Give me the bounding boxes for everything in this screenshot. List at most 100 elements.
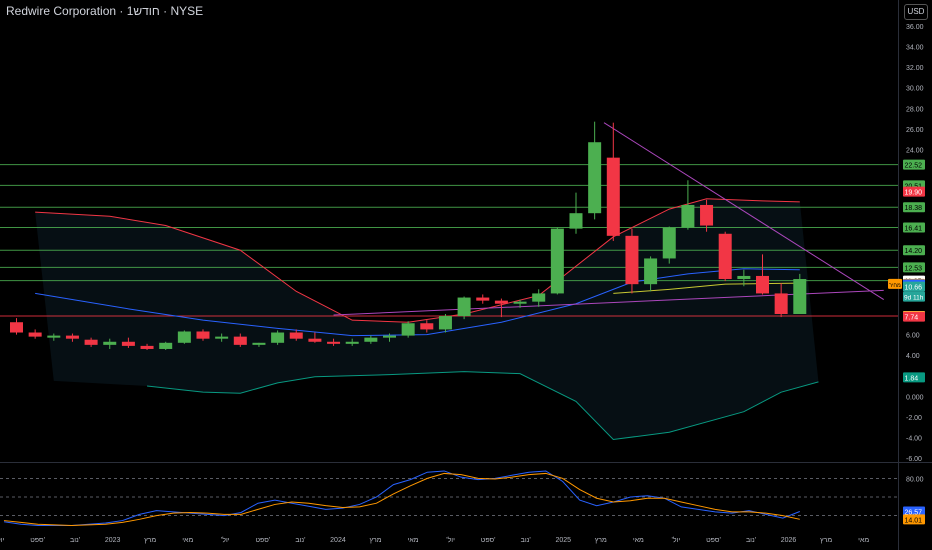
candle-body: [10, 322, 23, 333]
candle-body: [383, 335, 396, 338]
candle-body: [345, 341, 359, 344]
price-label-box: [903, 372, 925, 383]
currency-button[interactable]: USD: [904, 4, 928, 20]
x-tick-label: 2023: [105, 537, 121, 544]
osc-value-box: [903, 506, 925, 517]
x-tick-label: ספט': [255, 537, 270, 544]
x-tick-label: מרץ: [820, 537, 832, 544]
x-tick-label: נוב': [295, 537, 305, 544]
candle-body: [364, 337, 378, 342]
orange-tag: מחיר: [889, 283, 901, 289]
candle-body: [774, 293, 788, 314]
osc-level-label: 80.00: [906, 476, 924, 483]
x-tick-label: נוב': [746, 537, 756, 544]
oscillator-line: [3, 470, 800, 527]
trendline: [603, 122, 884, 301]
y-tick-label: 24.00: [906, 147, 924, 154]
candle-body: [47, 335, 61, 338]
price-label-box: [903, 245, 925, 256]
candle-body: [681, 204, 695, 228]
candle-body: [644, 258, 658, 285]
y-tick-label: -6.00: [906, 456, 922, 463]
price-label: 7.74: [905, 315, 919, 322]
countdown-box: [903, 291, 925, 302]
x-tick-label: נוב': [521, 537, 531, 544]
price-label: 18.38: [905, 205, 923, 212]
candle-body: [532, 293, 546, 302]
candle-body: [159, 342, 173, 349]
price-label-box: [903, 311, 925, 322]
candle-body: [308, 338, 322, 342]
y-tick-label: 4.00: [906, 353, 920, 360]
price-label: 10.66: [905, 285, 923, 292]
oscillator-line: [3, 472, 800, 527]
x-tick-label: ספט': [30, 537, 45, 544]
candle-body: [737, 275, 751, 280]
price-label-box: [903, 202, 925, 213]
candle-body: [196, 331, 210, 339]
x-tick-label: מרץ: [144, 537, 156, 544]
y-tick-label: -4.00: [906, 435, 922, 442]
candle-body: [28, 332, 42, 337]
candle-body: [588, 142, 602, 214]
candle-body: [121, 341, 135, 346]
candle-body: [65, 335, 79, 339]
candle-body: [271, 332, 285, 343]
trendline: [333, 289, 884, 316]
osc-value-box: [903, 514, 925, 525]
price-label: 22.52: [905, 163, 923, 170]
x-tick-label: מאי: [408, 537, 419, 544]
y-tick-label: -2.00: [906, 415, 922, 422]
candle-body: [215, 336, 229, 339]
band-fill: [35, 198, 819, 440]
candle-body: [569, 213, 583, 229]
x-tick-label: מרץ: [369, 537, 381, 544]
x-tick-label: מאי: [182, 537, 193, 544]
candle-body: [177, 331, 191, 343]
candle-body: [289, 332, 303, 339]
candle-body: [718, 233, 732, 280]
candle-body: [494, 300, 508, 304]
candle-body: [103, 341, 117, 345]
price-label: 1.84: [905, 375, 919, 382]
candle-body: [401, 323, 415, 336]
price-label-box: [903, 159, 925, 170]
candle-body: [550, 228, 564, 294]
y-tick-label: 6.00: [906, 333, 920, 340]
x-tick-label: נוב': [70, 537, 80, 544]
candle-body: [513, 301, 527, 304]
osc-value-label: 26.57: [905, 510, 923, 517]
x-tick-label: 'יול: [221, 536, 230, 544]
x-tick-label: ספט': [481, 537, 496, 544]
price-label: 14.20: [905, 248, 923, 255]
candle-body: [140, 345, 154, 349]
moving-average-line: [146, 371, 819, 441]
x-tick-label: 'יול: [672, 536, 681, 544]
y-tick-label: 36.00: [906, 24, 924, 31]
price-label: 19.90: [905, 190, 923, 197]
candle-body: [625, 235, 639, 285]
candle-body: [700, 204, 714, 226]
y-tick-label: 32.00: [906, 65, 924, 72]
candle-body: [84, 339, 98, 345]
y-tick-label: 28.00: [906, 106, 924, 113]
y-tick-label: 30.00: [906, 86, 924, 93]
price-label: 16.41: [905, 225, 923, 232]
x-tick-label: מאי: [633, 537, 644, 544]
moving-average-line: [35, 268, 800, 337]
candle-body: [606, 157, 620, 236]
chart-title: Redwire Corporation · 1חודש · NYSE: [6, 4, 204, 18]
price-label-box: [903, 186, 925, 197]
x-tick-label: 2026: [781, 537, 797, 544]
y-tick-label: 0.000: [906, 394, 924, 401]
candle-body: [233, 336, 247, 345]
candle-body: [438, 316, 452, 330]
price-label-box: [903, 262, 925, 273]
moving-average-line: [35, 198, 800, 323]
x-tick-label: מרץ: [595, 537, 607, 544]
countdown-label: 9d 11h: [904, 295, 924, 302]
orange-tag-box: [888, 278, 902, 289]
x-tick-label: ספט': [706, 537, 721, 544]
x-tick-label: 'יול: [0, 536, 5, 544]
